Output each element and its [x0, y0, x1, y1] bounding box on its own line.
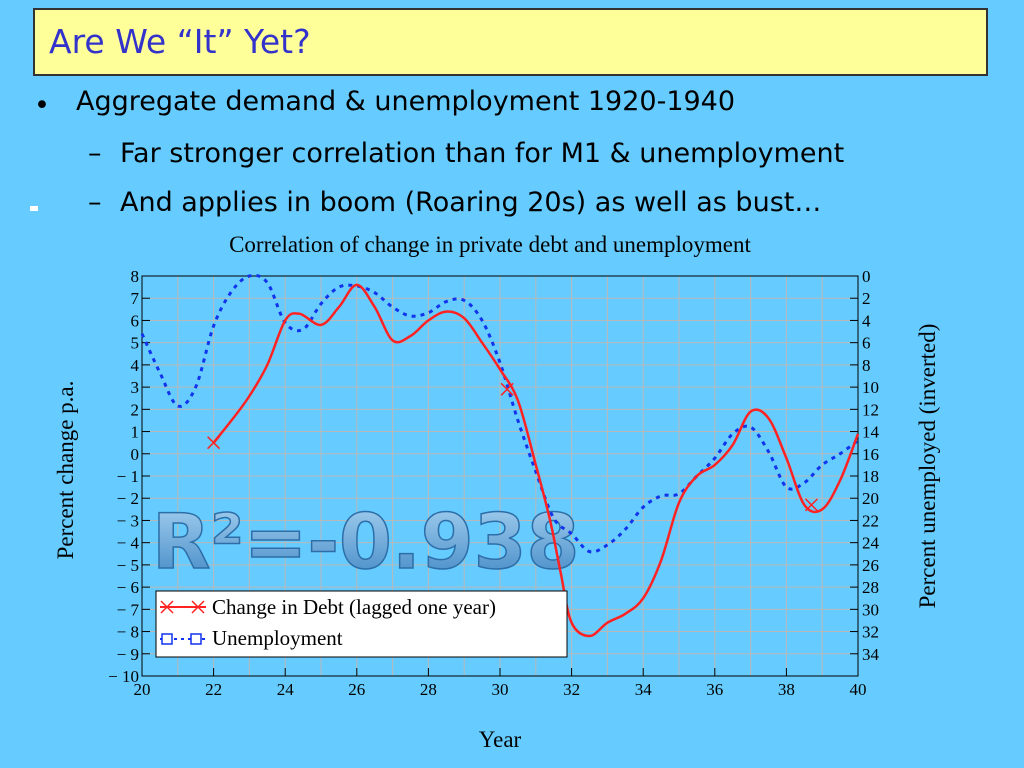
legend-swatch-debt [160, 600, 206, 614]
left-tick-label: − 4 [117, 534, 140, 553]
right-tick-label: 24 [862, 534, 880, 553]
slide-side-marker [30, 206, 38, 211]
right-tick-label: 8 [862, 356, 871, 375]
slide-title-box: Are We “It” Yet? [33, 8, 988, 76]
sub-bullet-boom-and-bust: And applies in boom (Roaring 20s) as wel… [120, 187, 822, 218]
right-tick-label: 30 [862, 600, 879, 619]
legend-unemployment-marker [161, 633, 173, 645]
right-tick-label: 22 [862, 511, 879, 530]
left-tick-label: 6 [131, 311, 140, 330]
left-tick-label: − 3 [117, 511, 139, 530]
left-tick-label: − 10 [108, 667, 139, 686]
slide-title: Are We “It” Yet? [49, 22, 311, 61]
left-tick-label: − 2 [117, 489, 139, 508]
left-tick-label: 4 [131, 356, 140, 375]
x-tick-label: 40 [850, 680, 867, 699]
x-tick-label: 36 [706, 680, 723, 699]
debt-change-line [212, 283, 860, 638]
unemployment-line [140, 273, 859, 554]
left-tick-label: − 8 [117, 623, 139, 642]
x-axis: 20 22 24 26 28 30 32 34 36 38 40 [134, 668, 867, 699]
debt-marker-stroke [804, 498, 818, 512]
debt-marker-stroke [207, 436, 221, 450]
legend-debt-marker [191, 600, 205, 614]
debt-marker [804, 498, 818, 512]
r-squared-annotation: R²=-0.938 [152, 497, 579, 586]
right-tick-label: 0 [862, 267, 871, 286]
right-tick-label: 26 [862, 556, 879, 575]
right-tick-label: 2 [862, 289, 871, 308]
legend-swatch-unemployment [160, 633, 206, 645]
x-tick-label: 24 [277, 680, 295, 699]
x-tick-label: 28 [420, 680, 437, 699]
bullet-marker: • [34, 90, 50, 121]
right-tick-label: 4 [862, 311, 871, 330]
series-layer [140, 273, 860, 638]
right-tick-label: 20 [862, 489, 879, 508]
x-tick-label: 34 [635, 680, 653, 699]
x-tick-label: 30 [492, 680, 509, 699]
left-tick-label: − 1 [117, 467, 139, 486]
left-tick-label: 5 [131, 334, 140, 353]
legend-label-debt: Change in Debt (lagged one year) [212, 595, 496, 619]
right-tick-label: 18 [862, 467, 879, 486]
left-tick-label: − 7 [117, 600, 140, 619]
x-tick-label: 26 [348, 680, 365, 699]
right-tick-label: 28 [862, 578, 879, 597]
left-tick-label: − 6 [117, 578, 139, 597]
left-tick-label: 7 [131, 289, 140, 308]
right-tick-label: 10 [862, 378, 879, 397]
legend-label-unemployment: Unemployment [212, 626, 343, 650]
chart-title: Correlation of change in private debt an… [229, 232, 751, 257]
left-tick-label: 3 [131, 378, 140, 397]
right-tick-label: 32 [862, 623, 879, 642]
right-tick-label: 14 [862, 423, 880, 442]
bullet-aggregate-demand: Aggregate demand & unemployment 1920-194… [76, 86, 736, 117]
left-tick-label: − 9 [117, 645, 139, 664]
right-tick-label: 12 [862, 400, 879, 419]
left-tick-label: 2 [131, 400, 140, 419]
y-axis-label: Percent change p.a. [53, 381, 78, 560]
x-tick-label: 22 [205, 680, 222, 699]
right-tick-label: 6 [862, 334, 871, 353]
debt-marker [500, 382, 514, 396]
left-axis: 8 7 6 5 4 3 2 1 0 − 1 − 2 − 3 − 4 − 5 − 6 − 7 − 8 − 9 − 10 [108, 267, 150, 686]
sub-bullet-stronger-correlation: Far stronger correlation than for M1 & u… [120, 138, 845, 169]
debt-marker-stroke [500, 382, 514, 396]
x-tick-label: 20 [134, 680, 151, 699]
left-tick-label: 0 [131, 445, 140, 464]
right-tick-label: 16 [862, 445, 879, 464]
legend-box [155, 590, 568, 658]
right-tick-label: 34 [862, 645, 880, 664]
sub-bullet-marker: – [88, 187, 102, 218]
chart-legend: Change in Debt (lagged one year) Unemplo… [155, 590, 568, 658]
sub-bullet-marker: – [88, 138, 102, 169]
left-tick-label: 8 [131, 267, 140, 286]
debt-marker [207, 436, 221, 450]
legend-debt-marker [160, 600, 174, 614]
x-axis-label: Year [479, 727, 522, 752]
legend-unemployment-marker [190, 633, 202, 645]
left-tick-label: 1 [131, 423, 140, 442]
left-tick-label: − 5 [117, 556, 139, 575]
x-tick-label: 32 [563, 680, 580, 699]
x-tick-label: 38 [778, 680, 795, 699]
y2-axis-label: Percent unemployed (inverted) [915, 324, 940, 609]
